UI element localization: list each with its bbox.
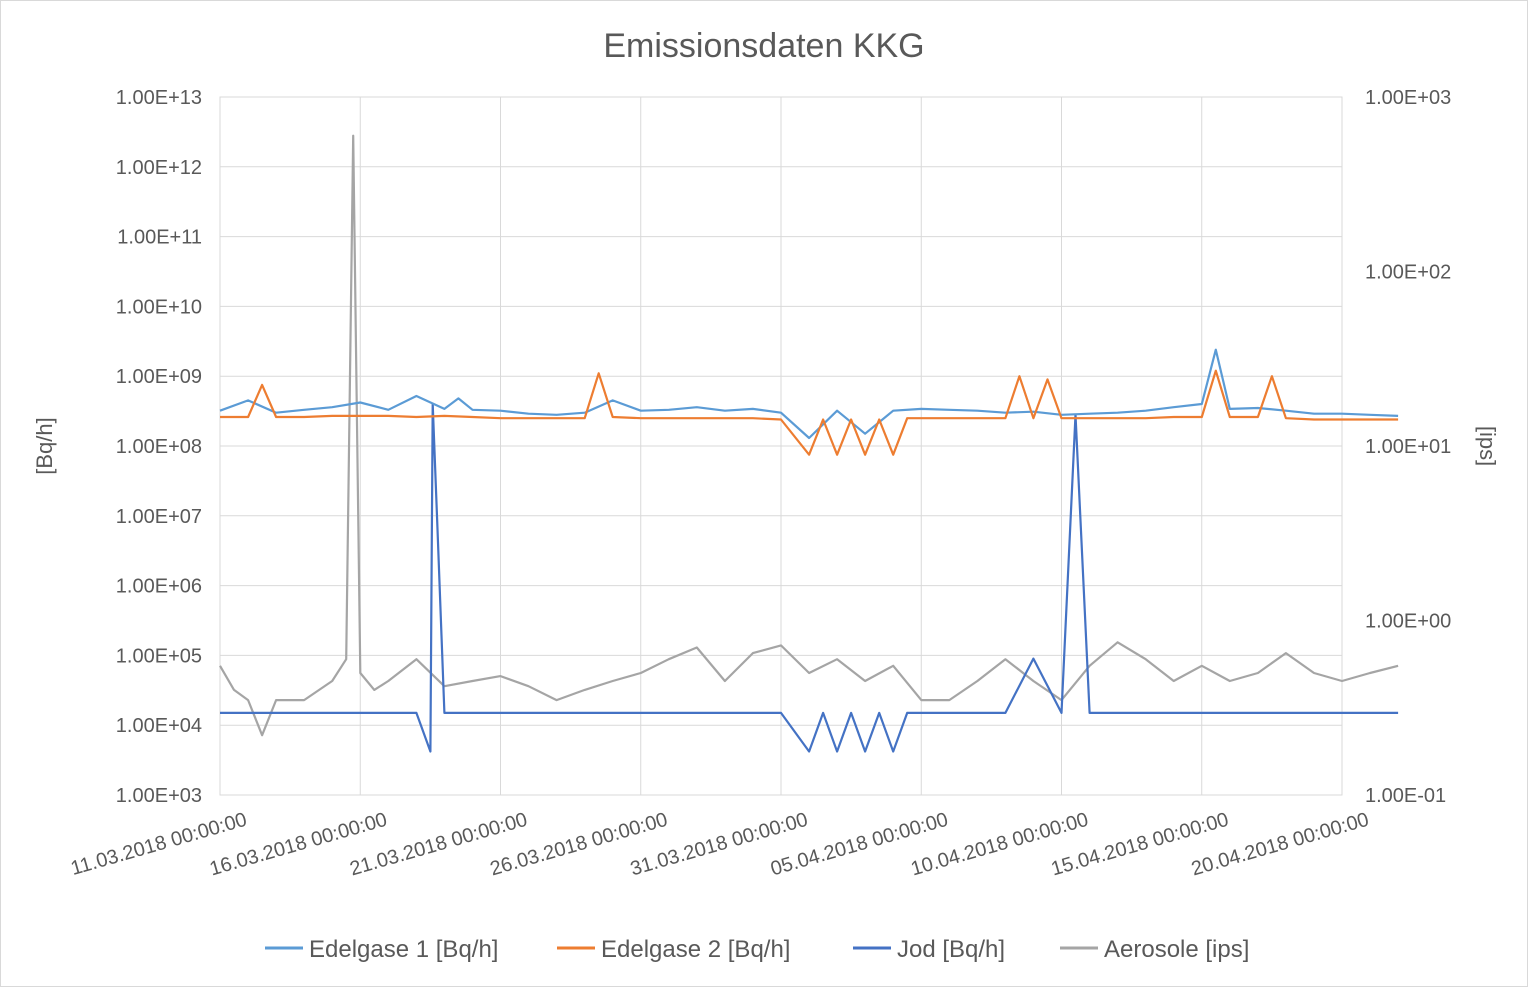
legend-label: Jod [Bq/h]: [897, 936, 1005, 963]
plot-area: [219, 96, 1343, 796]
plot-border: [219, 96, 1343, 796]
legend-item-2: Edelgase 2 [Bq/h]: [557, 936, 790, 963]
y-tick-label: 1.00E+06: [116, 576, 202, 598]
y2-axis-label: [ips]: [1475, 426, 1500, 466]
series-layer: [219, 134, 1399, 753]
legend-label: Aerosole [ips]: [1104, 936, 1249, 963]
series-line-3: [220, 402, 1399, 753]
y2-tick-label: 1.00E+03: [1365, 87, 1451, 109]
y-tick-label: 1.00E+09: [116, 366, 202, 388]
gridlines: [219, 96, 1343, 796]
y-tick-label: 1.00E+05: [116, 645, 202, 667]
series-line-1: [219, 348, 1399, 440]
y-tick-label: 1.00E+12: [116, 157, 202, 179]
legend-label: Edelgase 1 [Bq/h]: [309, 936, 498, 963]
y-tick-label: 1.00E+08: [116, 436, 202, 458]
y-tick-label: 1.00E+11: [117, 227, 202, 249]
chart-title: Emissionsdaten KKG: [603, 27, 924, 65]
y2-tick-label: 1.00E+02: [1365, 262, 1451, 284]
legend-item-1: Edelgase 1 [Bq/h]: [265, 936, 498, 963]
y2-tick-label: 1.00E+01: [1365, 436, 1451, 458]
y-tick-label: 1.00E+10: [116, 296, 202, 318]
legend-label: Edelgase 2 [Bq/h]: [601, 936, 790, 963]
y-axis-label: [Bq/h]: [32, 417, 57, 474]
y-tick-label: 1.00E+04: [116, 715, 202, 737]
series-line-4: [219, 134, 1399, 737]
y-axis-right: 1.00E-01 1.00E+00 1.00E+01 1.00E+02 1.00E+03: [1365, 87, 1451, 807]
y-axis-left: 1.00E+03 1.00E+04 1.00E+05 1.00E+06 1.00E+07…: [116, 87, 202, 807]
legend-item-4: Aerosole [ips]: [1060, 936, 1249, 963]
y-tick-label: 1.00E+13: [116, 87, 202, 109]
legend: Edelgase 1 [Bq/h] Edelgase 2 [Bq/h] Jod [B…: [265, 936, 1249, 963]
y-tick-label: 1.00E+03: [116, 785, 202, 807]
y2-tick-label: 1.00E-01: [1365, 785, 1446, 807]
y-tick-label: 1.00E+07: [116, 506, 202, 528]
series-line-2: [220, 369, 1399, 456]
legend-item-3: Jod [Bq/h]: [853, 936, 1005, 963]
y2-tick-label: 1.00E+00: [1365, 611, 1451, 633]
